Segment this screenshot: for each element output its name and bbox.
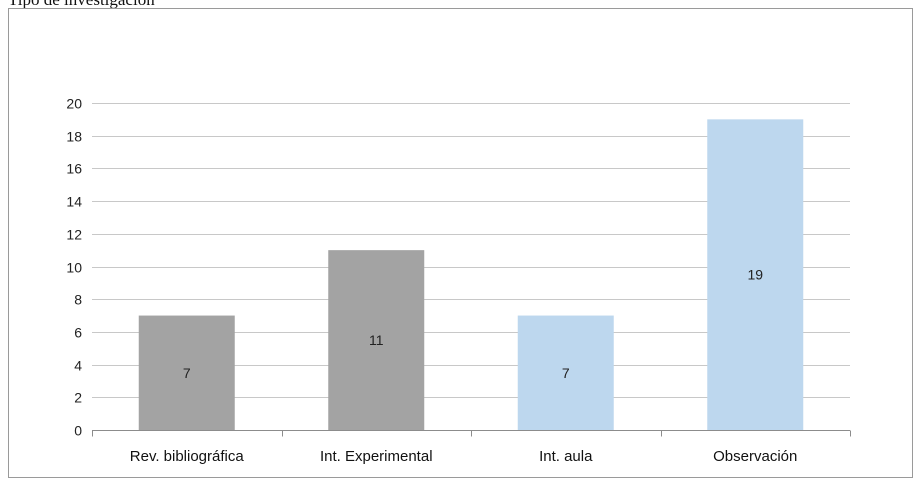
y-tick-label: 18 [66, 129, 82, 145]
data-labels: 7 11 7 19 [183, 267, 763, 381]
chart-caption: Tipo de investigación [8, 0, 155, 10]
x-axis [92, 430, 851, 437]
y-tick-label: 16 [66, 161, 82, 177]
y-tick-label: 20 [66, 96, 82, 112]
bar-data-label: 11 [369, 332, 384, 348]
category-label: Rev. bibliográfica [130, 448, 245, 465]
y-tick-label: 6 [74, 325, 82, 341]
category-label: Int. Experimental [320, 448, 433, 465]
y-tick-label: 14 [66, 194, 82, 210]
y-tick-label: 4 [74, 358, 82, 374]
bar-data-label: 7 [562, 365, 570, 381]
bar [328, 250, 425, 430]
bar-data-label: 19 [747, 267, 763, 283]
category-label: Int. aula [539, 448, 593, 465]
bar [138, 315, 235, 430]
y-tick-label: 10 [66, 260, 82, 276]
category-labels: Rev. bibliográfica Int. Experimental Int. … [130, 448, 798, 465]
bar [517, 315, 614, 430]
y-tick-label: 12 [66, 227, 82, 243]
bar [707, 119, 804, 430]
y-axis-ticks: 0 2 4 6 8 10 12 14 16 18 20 [66, 96, 82, 439]
category-label: Observación [713, 448, 797, 465]
y-tick-label: 0 [74, 423, 82, 439]
bar-data-label: 7 [183, 365, 191, 381]
bars [138, 119, 804, 430]
y-tick-label: 8 [74, 292, 82, 308]
y-tick-label: 2 [74, 390, 82, 406]
